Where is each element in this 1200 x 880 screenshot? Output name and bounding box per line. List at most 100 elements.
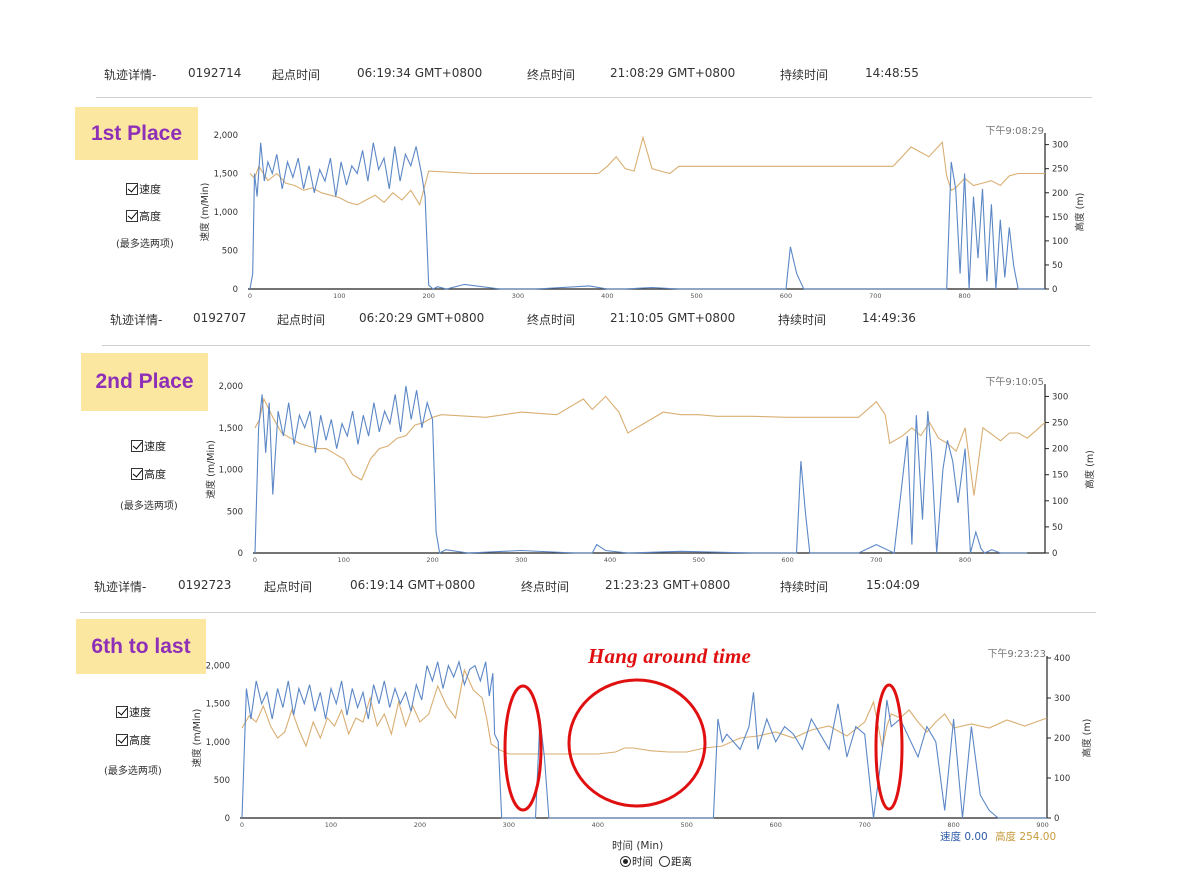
altitude-checkbox[interactable]: 高度 — [131, 466, 166, 482]
y2-tick-label: 300 — [1052, 141, 1068, 151]
duration-value: 15:04:09 — [866, 578, 920, 592]
x-tick-label: 100 — [325, 821, 337, 829]
y-tick-label: 1,000 — [206, 738, 230, 748]
place-badge: 6th to last — [76, 619, 206, 674]
y2-tick-label: 0 — [1054, 814, 1059, 824]
altitude-checkbox[interactable]: 高度 — [126, 208, 161, 224]
legend-speed: 速度 0.00 — [940, 831, 988, 843]
x-tick-label: 700 — [869, 292, 881, 300]
x-tick-label: 100 — [338, 556, 350, 564]
divider — [102, 345, 1090, 346]
y-axis-label: 速度 (m/Min) — [205, 440, 217, 499]
highlight-ellipse — [874, 683, 904, 811]
duration-label: 持续时间 — [780, 580, 829, 594]
speed-series-line — [241, 659, 1047, 819]
y2-tick-label: 150 — [1052, 471, 1068, 481]
duration-value: 14:49:36 — [862, 311, 916, 325]
checkbox-check-icon — [131, 468, 143, 480]
y2-tick-label: 100 — [1054, 774, 1070, 784]
end-time-value: 21:08:29 GMT+0800 — [610, 66, 736, 80]
x-tick-label: 300 — [503, 821, 515, 829]
track-header: 轨迹详情- 0192707 起点时间 06:20:29 GMT+0800 终点时… — [0, 311, 1200, 327]
y-tick-label: 0 — [233, 285, 238, 295]
speed-checkbox-label: 速度 — [129, 706, 151, 719]
chart-time-label: 下午9:08:29 — [985, 124, 1044, 137]
speed-checkbox[interactable]: 速度 — [126, 181, 161, 197]
y-tick-label: 500 — [214, 776, 230, 786]
start-time-value: 06:20:29 GMT+0800 — [359, 311, 485, 325]
y2-tick-label: 0 — [1052, 285, 1057, 295]
y2-axis-label: 高度 (m) — [1081, 719, 1093, 758]
start-time-value: 06:19:34 GMT+0800 — [357, 66, 483, 80]
x-tick-label: 500 — [693, 556, 705, 564]
track-detail-label: 轨迹详情- — [110, 313, 163, 327]
speed-checkbox[interactable]: 速度 — [131, 438, 166, 454]
altitude-checkbox[interactable]: 高度 — [116, 732, 151, 748]
y2-tick-label: 250 — [1052, 419, 1068, 429]
y2-tick-label: 50 — [1052, 261, 1063, 271]
y-tick-label: 1,500 — [219, 424, 243, 434]
x-tick-label: 600 — [769, 821, 781, 829]
y2-tick-label: 400 — [1054, 654, 1070, 664]
highlight-ellipse — [567, 678, 707, 808]
checkbox-check-icon — [126, 183, 138, 195]
x-tick-label: 500 — [690, 292, 702, 300]
y-tick-label: 0 — [225, 814, 230, 824]
track-header: 轨迹详情- 0192714 起点时间 06:19:34 GMT+0800 终点时… — [0, 66, 1200, 82]
x-tick-label: 600 — [781, 556, 793, 564]
track-id: 0192723 — [178, 578, 232, 592]
speed-checkbox-label: 速度 — [139, 183, 161, 196]
x-axis-label: 时间 (Min) — [612, 840, 664, 852]
x-tick-label: 800 — [959, 556, 971, 564]
radio-time[interactable]: 时间 — [620, 854, 653, 869]
altitude-series-line — [249, 135, 1045, 207]
speed-checkbox[interactable]: 速度 — [116, 704, 151, 720]
x-axis-mode-toggle: 时间 距离 — [620, 854, 692, 869]
end-time-value: 21:23:23 GMT+0800 — [605, 578, 731, 592]
x-tick-label: 400 — [601, 292, 613, 300]
place-badge: 2nd Place — [81, 353, 208, 411]
y-tick-label: 500 — [222, 247, 238, 257]
end-time-value: 21:10:05 GMT+0800 — [610, 311, 736, 325]
duration-label: 持续时间 — [778, 313, 827, 327]
y-tick-label: 1,500 — [214, 170, 238, 180]
start-time-label: 起点时间 — [272, 68, 321, 82]
x-tick-label: 100 — [333, 292, 345, 300]
y-tick-label: 1,500 — [206, 700, 230, 710]
altitude-checkbox-label: 高度 — [129, 734, 151, 747]
x-tick-label: 0 — [253, 556, 257, 564]
y2-tick-label: 250 — [1052, 165, 1068, 175]
track-detail-label: 轨迹详情- — [94, 580, 147, 594]
x-tick-label: 500 — [681, 821, 693, 829]
y2-tick-label: 50 — [1052, 523, 1063, 533]
radio-empty-icon — [659, 856, 670, 867]
x-tick-label: 300 — [512, 292, 524, 300]
y-tick-label: 1,000 — [214, 208, 238, 218]
x-tick-label: 200 — [426, 556, 438, 564]
x-tick-label: 300 — [515, 556, 527, 564]
legend-altitude: 高度 254.00 — [995, 831, 1057, 843]
radio-time-label: 时间 — [632, 856, 653, 868]
chart-time-label: 下午9:23:23 — [987, 647, 1046, 660]
x-tick-label: 600 — [780, 292, 792, 300]
checkbox-check-icon — [126, 210, 138, 222]
speed-checkbox-label: 速度 — [144, 440, 166, 453]
y2-axis-label: 高度 (m) — [1084, 450, 1096, 489]
selection-note: (最多选两项) — [116, 239, 174, 250]
x-tick-label: 0 — [248, 292, 252, 300]
end-time-label: 终点时间 — [527, 313, 576, 327]
x-tick-label: 700 — [858, 821, 870, 829]
y-tick-label: 0 — [238, 549, 243, 559]
end-time-label: 终点时间 — [521, 580, 570, 594]
chart-time-label: 下午9:10:05 — [985, 375, 1044, 388]
radio-distance[interactable]: 距离 — [659, 854, 692, 869]
speed-series-line — [254, 385, 1028, 554]
x-tick-label: 800 — [947, 821, 959, 829]
y-tick-label: 500 — [227, 507, 243, 517]
y-axis-label: 速度 (m/Min) — [199, 183, 211, 242]
x-tick-label: 200 — [414, 821, 426, 829]
start-time-value: 06:19:14 GMT+0800 — [350, 578, 476, 592]
